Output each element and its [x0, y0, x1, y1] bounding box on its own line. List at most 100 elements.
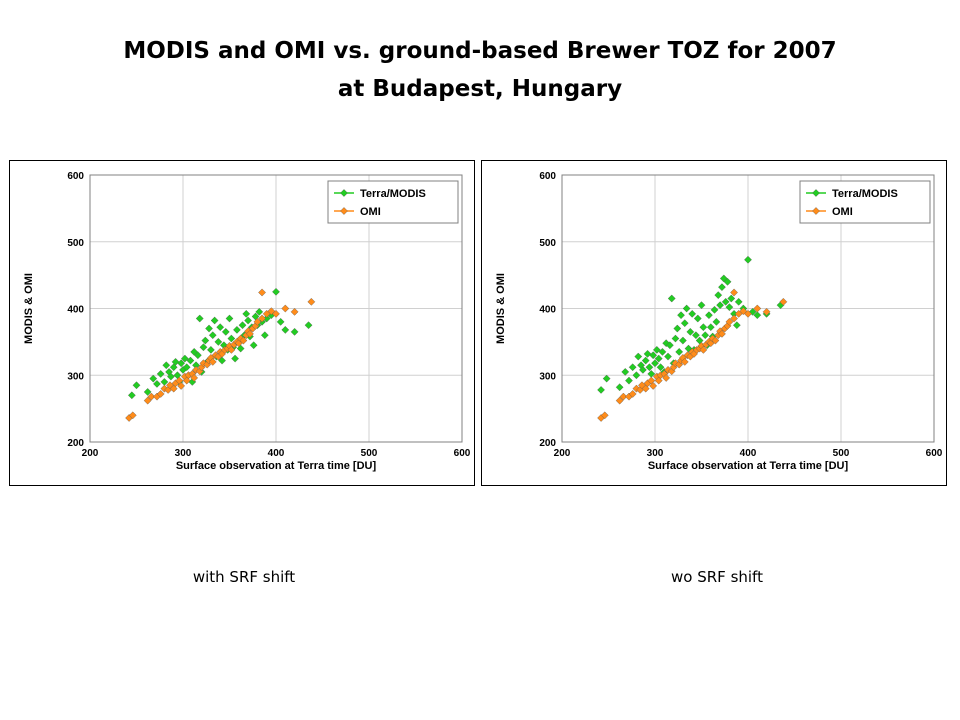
chart-panel-with-srf-shift: 200 300 400 500 600 200 300 400 500 600 Surface ob… [9, 160, 475, 486]
legend-marker [812, 189, 820, 197]
data-point-modis [697, 301, 706, 310]
data-point-modis [255, 307, 264, 316]
data-point-modis [272, 287, 280, 296]
data-point-omi [680, 358, 689, 366]
data-point-modis [186, 356, 195, 365]
data-point-omi [699, 346, 708, 354]
data-point-modis [734, 297, 743, 306]
data-point-modis [692, 331, 700, 340]
data-point-omi [156, 390, 165, 398]
data-point-modis [625, 376, 633, 385]
data-point-modis [628, 363, 637, 372]
data-point-omi [725, 317, 734, 326]
data-point-modis [231, 354, 239, 363]
x-tick-label: 400 [268, 448, 285, 459]
data-point-modis [281, 325, 290, 334]
data-point-modis [260, 331, 269, 340]
data-point-modis [207, 346, 215, 354]
data-point-modis [180, 354, 189, 363]
data-point-modis [156, 370, 165, 378]
data-point-omi [307, 297, 316, 306]
data-point-modis [167, 372, 175, 381]
data-point-omi [258, 314, 266, 323]
data-point-modis [716, 301, 724, 310]
data-point-omi [711, 336, 720, 345]
data-point-modis [654, 354, 663, 363]
y-tick-label: 600 [67, 171, 84, 182]
y-tick-label: 500 [539, 238, 556, 249]
y-axis-label: MODIS & OMI [23, 273, 35, 344]
data-point-modis [641, 356, 650, 365]
data-point-modis [652, 346, 661, 354]
data-point-modis [171, 358, 180, 366]
data-point-modis [688, 309, 697, 318]
data-point-modis [671, 334, 680, 343]
data-point-omi [272, 309, 280, 318]
data-point-omi [258, 288, 266, 297]
data-point-modis [639, 366, 647, 374]
data-point-modis [748, 307, 757, 316]
data-point-omi [739, 307, 748, 316]
data-point-modis [621, 368, 630, 376]
data-point-omi [744, 309, 752, 318]
data-point-modis [706, 323, 715, 332]
data-point-omi [628, 390, 637, 398]
data-point-modis [643, 350, 652, 358]
data-point-modis [304, 321, 313, 330]
data-point-modis [195, 314, 204, 323]
data-point-modis [699, 323, 708, 332]
legend-box [799, 180, 931, 224]
data-point-omi [730, 314, 738, 323]
caption-with-srf-shift: with SRF shift [192, 568, 296, 586]
data-point-omi [753, 304, 762, 313]
data-point-omi [662, 374, 671, 382]
data-point-modis [725, 303, 734, 312]
data-point-omi [143, 396, 152, 405]
data-point-modis [679, 336, 687, 345]
y-tick-label: 600 [539, 171, 556, 182]
data-point-modis [208, 331, 217, 340]
x-tick-label: 600 [926, 448, 943, 459]
data-point-omi [730, 288, 738, 297]
data-point-modis [242, 309, 251, 318]
data-point-modis [276, 317, 285, 326]
data-point-modis [205, 324, 213, 333]
data-point-omi [779, 297, 788, 306]
x-tick-label: 500 [361, 448, 378, 459]
data-point-modis [686, 327, 695, 336]
y-axis-label: MODIS & OMI [495, 273, 507, 344]
x-tick-label: 600 [454, 448, 471, 459]
data-point-modis [218, 356, 226, 365]
data-point-modis [693, 314, 702, 323]
data-point-modis [210, 316, 219, 325]
data-point-omi [619, 392, 628, 401]
scatter-chart-with-srf-shift: 200 300 400 500 600 200 300 400 500 600 Surface ob… [23, 171, 471, 472]
data-point-modis [149, 374, 158, 383]
data-point-omi [246, 329, 254, 338]
data-point-omi [208, 358, 217, 366]
x-tick-label: 500 [833, 448, 850, 459]
data-point-modis [727, 294, 736, 303]
y-tick-label: 400 [539, 305, 556, 316]
legend-label: Terra/MODIS [832, 188, 898, 200]
data-point-modis [132, 381, 141, 390]
y-tick-label: 200 [539, 438, 556, 449]
x-axis-label: Surface observation at Terra time [DU] [648, 460, 849, 472]
data-point-omi [267, 307, 276, 316]
data-point-modis [718, 283, 726, 292]
data-point-modis [645, 363, 654, 372]
data-point-modis [658, 348, 667, 356]
data-point-omi [281, 304, 290, 313]
data-point-omi [190, 374, 199, 382]
data-point-modis [615, 383, 624, 392]
x-tick-label: 400 [740, 448, 757, 459]
data-point-modis [221, 327, 230, 336]
title-line-2: at Budapest, Hungary [337, 76, 623, 102]
data-point-modis [651, 359, 659, 368]
legend-box [327, 180, 459, 224]
data-point-modis [193, 351, 202, 360]
data-point-modis [249, 341, 258, 350]
data-point-modis [244, 316, 252, 325]
slide-title: MODIS and OMI vs. ground-based Brewer TO… [0, 32, 960, 108]
x-axis-label: Surface observation at Terra time [DU] [176, 460, 377, 472]
